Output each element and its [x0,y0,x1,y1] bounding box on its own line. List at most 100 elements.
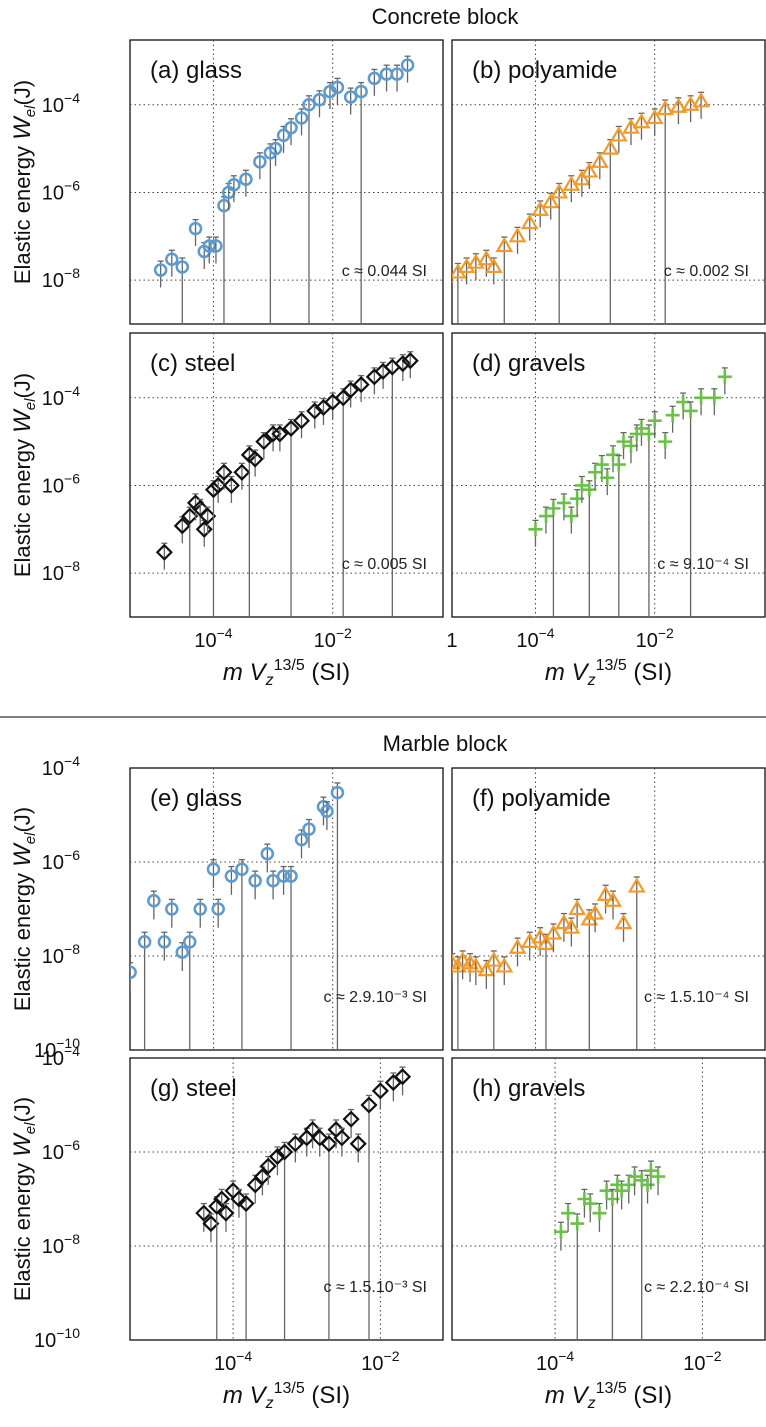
data-point [592,1206,607,1221]
data-point [466,253,485,269]
data-point [600,470,615,485]
panel-frame [129,1057,444,1341]
data-point [202,1215,220,1233]
data-point [694,390,709,405]
x-tick-label: 10−2 [314,625,352,652]
data-point [284,120,298,135]
data-point [224,869,239,883]
data-point [276,869,291,883]
y-axis-label: Elastic energy Wel(J) [9,80,39,284]
y-tick-label: 10−10 [34,1325,80,1352]
data-point [302,822,316,836]
data-point [311,1129,329,1147]
data-point [286,1135,304,1153]
plot-area [195,1066,412,1340]
data-point [588,465,603,480]
data-point [222,476,240,495]
data-point [508,938,527,954]
data-point [248,873,262,888]
data-point [609,126,628,142]
data-point [276,1143,294,1161]
data-point [175,945,190,960]
data-point [330,80,345,95]
data-point [656,99,675,116]
data-point [294,111,309,125]
data-point [614,913,633,930]
data-point [264,425,282,443]
data-point [227,177,241,192]
data-point [239,172,253,187]
data-point [477,960,496,977]
data-point [520,213,539,230]
fit-constant-annotation: c ≈ 1.5.10⁻³ SI [324,1279,428,1296]
data-point [692,92,711,108]
data-point [580,162,599,178]
data-point [554,913,573,930]
fit-constant-annotation: c ≈ 2.2.10⁻⁴ SI [644,1279,749,1296]
data-point [173,517,191,535]
data-point [561,1206,576,1221]
data-point [495,957,514,973]
plot-area [452,876,646,1050]
data-point [394,1068,412,1086]
fit-constant-annotation: c ≈ 2.9.10⁻³ SI [324,989,428,1006]
y-tick-label: 10−4 [42,1043,80,1070]
data-point [621,1177,636,1192]
panel-a: (a) glass c ≈ 0.044 SI 10−8 10−6 10−4Elastic… [9,39,444,325]
data-point [199,507,217,525]
x-tick-label: 10−4 [516,625,554,652]
y-tick-label: 10−4 [42,383,80,410]
data-point [466,957,485,973]
data-point [572,170,591,186]
y-tick-label: 10−4 [42,90,80,117]
data-point [175,260,190,274]
data-point [211,902,225,916]
data-point [544,924,563,940]
data-point [147,893,161,908]
data-point [683,403,698,418]
data-point [568,899,587,916]
data-point [658,434,673,449]
plot-area [528,367,732,617]
data-point [233,463,251,481]
data-point [553,1224,568,1239]
data-point [130,965,137,980]
y-tick-label: 10−6 [42,177,80,204]
panel-label: (f) polyamide [472,785,611,812]
y-tick-label: 10−8 [42,558,80,585]
data-point [614,1183,629,1198]
data-point [157,935,172,949]
data-point [209,476,227,495]
panel-label: (d) gravels [472,350,585,377]
plot-area [452,91,711,324]
data-point [477,250,496,266]
data-point [282,419,300,437]
data-point [400,58,415,72]
y-axis-label: Elastic energy Wel(J) [9,373,39,577]
data-point [647,413,662,428]
panel-g: (g) steel c ≈ 1.5.10⁻³ SI 10−10 10−8 10−6 10−… [9,1043,444,1412]
x-tick-label: 10−2 [683,1348,721,1375]
data-point [343,90,358,104]
panel-frame [451,767,766,1051]
data-point [583,1196,598,1211]
data-point [640,1177,655,1192]
y-tick-label: 10−8 [42,1231,80,1258]
data-point [390,67,404,81]
fit-constant-annotation: c ≈ 0.002 SI [664,263,749,280]
data-point [616,434,631,449]
data-point [611,457,626,472]
fit-constant-annotation: c ≈ 1.5.10⁻⁴ SI [644,989,749,1006]
data-point [367,71,382,86]
data-point [643,1163,658,1178]
data-point [294,832,309,847]
y-tick-label: 10−6 [42,470,80,497]
data-point [596,885,615,901]
data-point [268,141,283,156]
data-point [320,804,334,819]
data-point [564,509,579,524]
concrete-block-title: Concrete block [372,4,520,29]
plot-area [153,55,415,324]
